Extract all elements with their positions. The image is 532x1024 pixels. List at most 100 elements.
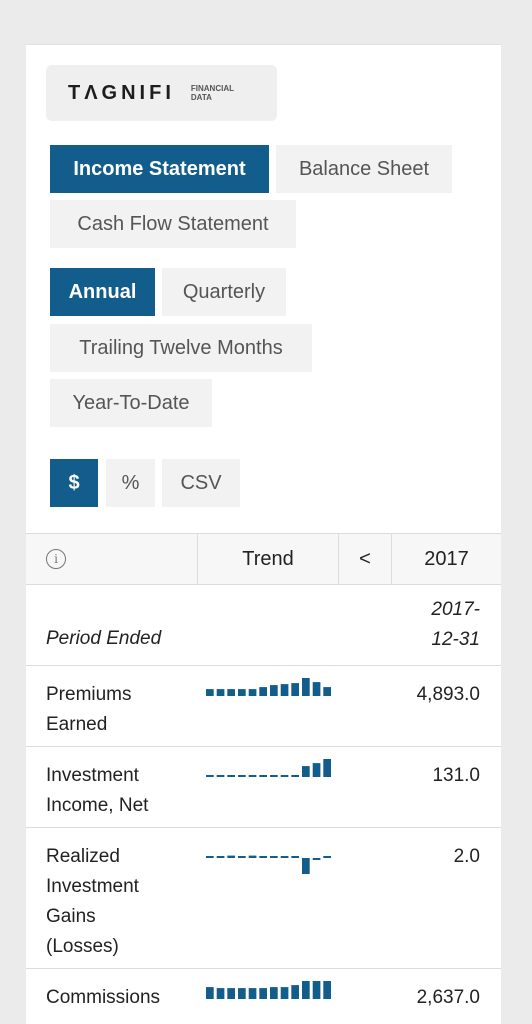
sparkline-bar [291,985,299,999]
logo-subtitle-line2: DATA [190,93,212,102]
row-label-line: (Losses) [46,936,119,957]
sparkline-bar [227,988,235,999]
row-label-line: Gains [46,906,96,927]
sparkline-bar [302,678,310,696]
table-row: Realized Investment Gains (Losses) 2.0 [26,828,501,969]
sparkline-bar [238,775,246,777]
sparkline-bar [259,687,267,696]
row-label-line: Investment [46,876,139,897]
sparkline-bar [248,855,257,858]
sparkline-bar [302,858,310,874]
sparkline-bar [280,856,289,858]
row-value: 131.0 [432,765,480,786]
row-label-line: Premiums [46,684,132,705]
sparkline-bar [270,987,278,999]
tab-cash-flow-statement[interactable]: Cash Flow Statement [50,200,296,248]
sparkline-bar [216,856,225,858]
sparkline-bar [259,856,267,858]
sparkline-bar [323,759,331,777]
sparkline-bar [248,988,257,999]
sparkline-bar [238,856,246,858]
sparkline-bar [312,682,321,696]
sparkline-bar [248,775,257,777]
previous-period-button[interactable]: < [339,534,392,584]
row-value: 4,893.0 [416,684,480,705]
sparkline-bar [227,855,235,858]
tab-trailing-twelve-months[interactable]: Trailing Twelve Months [50,324,312,372]
sparkline-bar [302,981,310,999]
csv-button[interactable]: CSV [162,459,240,507]
period-ended-value-line1: 2017- [431,599,480,620]
tab-year-to-date[interactable]: Year-To-Date [50,379,212,427]
format-percent-button[interactable]: % [106,459,155,507]
logo-wordmark: TΛGNIFI [68,81,175,104]
sparkline-bar [206,987,214,999]
table-row: Investment Income, Net 131.0 [26,747,501,828]
sparkline-bar [227,689,235,696]
sparkline-bar [291,775,299,777]
row-label-line: Earned [46,714,108,735]
sparkline-bar [291,683,299,696]
row-value: 2,637.0 [416,987,480,1008]
table-row: Commissions 2,637.0 [26,969,501,1024]
sparkline-bar [206,775,214,777]
sparkline-bar [259,775,267,777]
row-label-line: Investment [46,765,139,786]
row-label-line: Commissions [46,987,161,1008]
logo-subtitle-line1: FINANCIAL [190,84,234,93]
table-row: Premiums Earned 4,893.0 [26,666,501,747]
sparkline-bar [248,689,257,696]
sparkline-bar [270,856,278,858]
sparkline-bar [312,981,321,999]
tab-annual[interactable]: Annual [50,268,155,316]
row-label-line: Realized [46,846,120,867]
sparkline-bar [302,766,310,777]
period-ended-value-line2: 12-31 [431,629,480,650]
sparkline-bar [216,988,225,999]
row-label: Realized Investment Gains (Losses) [46,842,186,962]
table-header: i Trend < 2017 [26,533,501,585]
sparkline-bar [206,856,214,858]
sparkline-bar [323,981,331,999]
sparkline-bar [280,987,289,999]
sparkline-bar [270,775,278,777]
sparkline-bar [312,763,321,777]
period-ended-row: Period Ended 2017- 12-31 [26,585,501,666]
trend-sparkline [206,678,331,696]
sparkline-bar [259,988,267,999]
period-ended-value: 2017- 12-31 [431,595,480,655]
sparkline-bar [270,685,278,696]
financial-card: TΛGNIFI FINANCIAL DATA Income Statement … [26,44,501,1024]
sparkline-bar [280,775,289,777]
sparkline-bar [323,687,331,696]
row-label-line: Income, Net [46,795,149,816]
sparkline-bar [312,858,321,860]
trend-header: Trend [198,534,339,584]
info-header-cell: i [26,534,198,584]
sparkline-bar [206,689,214,696]
trend-sparkline [206,759,331,777]
sparkline-bar [323,856,331,858]
sparkline-bar [280,684,289,696]
tab-income-statement[interactable]: Income Statement [50,145,269,193]
sparkline-bar [238,988,246,999]
row-value: 2.0 [453,846,480,867]
tab-balance-sheet[interactable]: Balance Sheet [276,145,452,193]
sparkline-bar [238,689,246,696]
year-header: 2017 [424,547,469,570]
trend-sparkline [206,855,331,874]
row-label: Premiums Earned [46,680,186,740]
period-ended-label: Period Ended [46,628,162,649]
info-icon[interactable]: i [46,549,66,569]
row-label: Commissions [46,983,186,1013]
sparkline-bar [227,775,235,777]
trend-sparkline [206,981,331,999]
logo-subtitle: FINANCIAL DATA [191,84,234,102]
format-dollar-button[interactable]: $ [50,459,98,507]
row-label: Investment Income, Net [46,761,186,821]
tab-quarterly[interactable]: Quarterly [162,268,286,316]
sparkline-bar [216,775,225,777]
sparkline-bar [216,689,225,696]
tagnifi-logo: TΛGNIFI FINANCIAL DATA [46,65,277,121]
sparkline-bar [291,856,299,858]
